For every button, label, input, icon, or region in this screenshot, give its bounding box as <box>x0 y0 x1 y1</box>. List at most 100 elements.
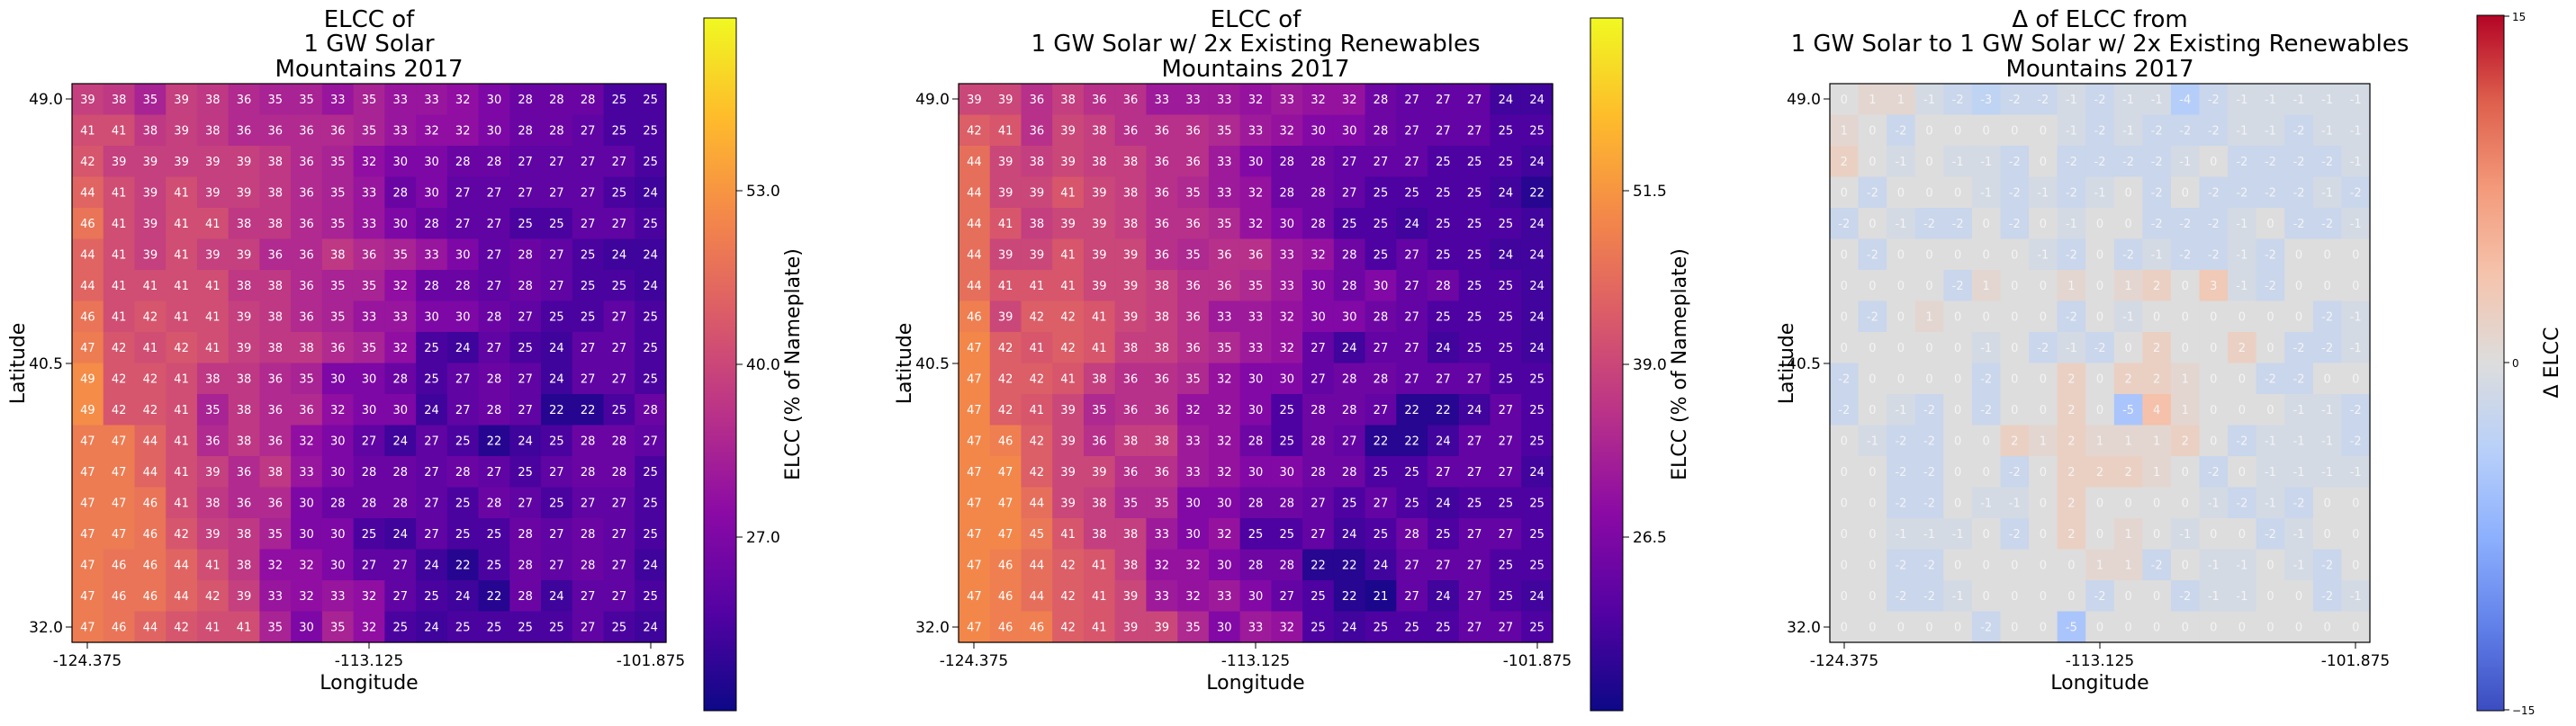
cell-value-label: 25 <box>1248 528 1264 542</box>
heatmap-cell <box>353 363 385 395</box>
cell-value-label: 33 <box>1217 590 1232 604</box>
heatmap-cell <box>259 208 292 240</box>
cell-value-label: 1 <box>2124 280 2131 293</box>
cell-value-label: 27 <box>1499 435 1514 448</box>
heatmap-cell <box>2228 332 2257 364</box>
heatmap-cell <box>572 208 605 240</box>
cell-value-label: 42 <box>205 590 221 604</box>
cell-value-label: 27 <box>1404 342 1419 355</box>
heatmap-cell <box>1052 114 1085 147</box>
cell-value-label: 30 <box>362 372 377 386</box>
cell-value-label: 28 <box>455 280 471 293</box>
cell-value-label: 27 <box>581 186 596 200</box>
cell-value-label: 36 <box>1185 280 1201 293</box>
heatmap-cell <box>2057 208 2086 240</box>
heatmap-cell <box>228 518 261 551</box>
heatmap-cell <box>1887 611 1916 643</box>
heatmap-cell <box>2029 549 2058 581</box>
heatmap-cell <box>541 425 573 457</box>
heatmap-cell <box>1365 114 1397 147</box>
cell-value-label: 39 <box>1060 466 1076 480</box>
heatmap-cell <box>989 208 1022 240</box>
cell-value-label: 0 <box>2295 621 2302 634</box>
cell-value-label: 0 <box>2040 621 2047 634</box>
cell-value-label: 30 <box>424 310 439 324</box>
cell-value-label: 27 <box>1404 124 1419 138</box>
heatmap-cell <box>2228 84 2257 116</box>
cell-value-label: 0 <box>1897 621 1905 634</box>
cell-value-label: 28 <box>1311 186 1326 200</box>
cell-value-label: 33 <box>392 310 408 324</box>
cell-value-label: 39 <box>205 466 221 480</box>
heatmap-cell <box>1943 549 1973 581</box>
cell-value-label: 24 <box>643 280 658 293</box>
heatmap-cell <box>603 456 635 488</box>
cell-value-label: 39 <box>998 94 1013 107</box>
heatmap-cell <box>1302 549 1335 581</box>
heatmap-cell <box>2312 84 2343 116</box>
cell-value-label: 39 <box>237 156 252 169</box>
cell-value-label: 27 <box>581 621 596 634</box>
cell-value-label: 27 <box>612 590 627 604</box>
heatmap-cell <box>959 425 991 457</box>
heatmap-cell <box>353 456 385 488</box>
cell-value-label: 38 <box>237 280 252 293</box>
cell-value-label: 2 <box>1841 156 1848 169</box>
heatmap-cell <box>1365 176 1397 209</box>
cell-value-label: 24 <box>455 342 471 355</box>
heatmap-cell <box>228 456 261 488</box>
cell-value-label: -1 <box>2350 218 2362 231</box>
heatmap-cell <box>2057 456 2086 488</box>
heatmap-cell <box>1021 611 1053 643</box>
cell-value-label: 39 <box>1155 621 1170 634</box>
heatmap-cell <box>166 487 198 519</box>
cell-value-label: 36 <box>1155 186 1170 200</box>
cell-value-label: 32 <box>455 94 471 107</box>
heatmap-cell <box>1365 549 1397 581</box>
heatmap-cell <box>2228 114 2257 147</box>
cell-value-label: 30 <box>1248 156 1264 169</box>
cell-value-label: 2 <box>2153 280 2160 293</box>
heatmap-cell <box>1521 611 1554 643</box>
heatmap-cell <box>166 146 198 178</box>
heatmap-cell <box>134 332 167 364</box>
heatmap-cell <box>321 487 355 519</box>
heatmap-cell <box>1458 270 1491 302</box>
cell-value-label: -1 <box>1952 528 1964 542</box>
heatmap-cell <box>1208 363 1241 395</box>
cell-value-label: 27 <box>487 466 502 480</box>
colorbar-tick-label: 39.0 <box>1633 356 1667 374</box>
cell-value-label: 2 <box>2153 372 2160 386</box>
heatmap-cell <box>2000 238 2030 271</box>
heatmap-cell <box>1428 549 1460 581</box>
heatmap-cell <box>1146 114 1178 147</box>
cell-value-label: 41 <box>174 435 189 448</box>
heatmap-cell <box>2113 146 2143 178</box>
cell-value-label: 0 <box>1954 372 1961 386</box>
heatmap-cell <box>1146 84 1178 116</box>
heatmap-cell <box>572 84 605 116</box>
heatmap-cell <box>1365 363 1397 395</box>
heatmap-cell <box>1239 146 1272 178</box>
heatmap-cell <box>635 176 667 209</box>
cell-value-label: -2 <box>2293 156 2305 169</box>
cell-value-label: 42 <box>1060 310 1076 324</box>
heatmap-cell <box>2199 300 2229 333</box>
cell-value-label: -1 <box>2321 186 2333 200</box>
heatmap-cell <box>259 425 292 457</box>
heatmap-cell <box>384 518 417 551</box>
cell-value-label: 24 <box>518 435 533 448</box>
heatmap-cell <box>2142 425 2172 457</box>
cell-value-label: 0 <box>1897 342 1905 355</box>
heatmap-cell <box>196 394 230 426</box>
cell-value-label: 0 <box>2182 497 2189 510</box>
heatmap-cell <box>196 270 230 302</box>
y-tick-label: 32.0 <box>1787 619 1821 637</box>
heatmap-cell <box>572 332 605 364</box>
heatmap-cell <box>1830 456 1860 488</box>
cell-value-label: 0 <box>1841 280 1848 293</box>
heatmap-cell <box>72 394 104 426</box>
heatmap-cell <box>1396 332 1428 364</box>
heatmap-cell <box>478 580 510 613</box>
heatmap-cell <box>478 518 510 551</box>
